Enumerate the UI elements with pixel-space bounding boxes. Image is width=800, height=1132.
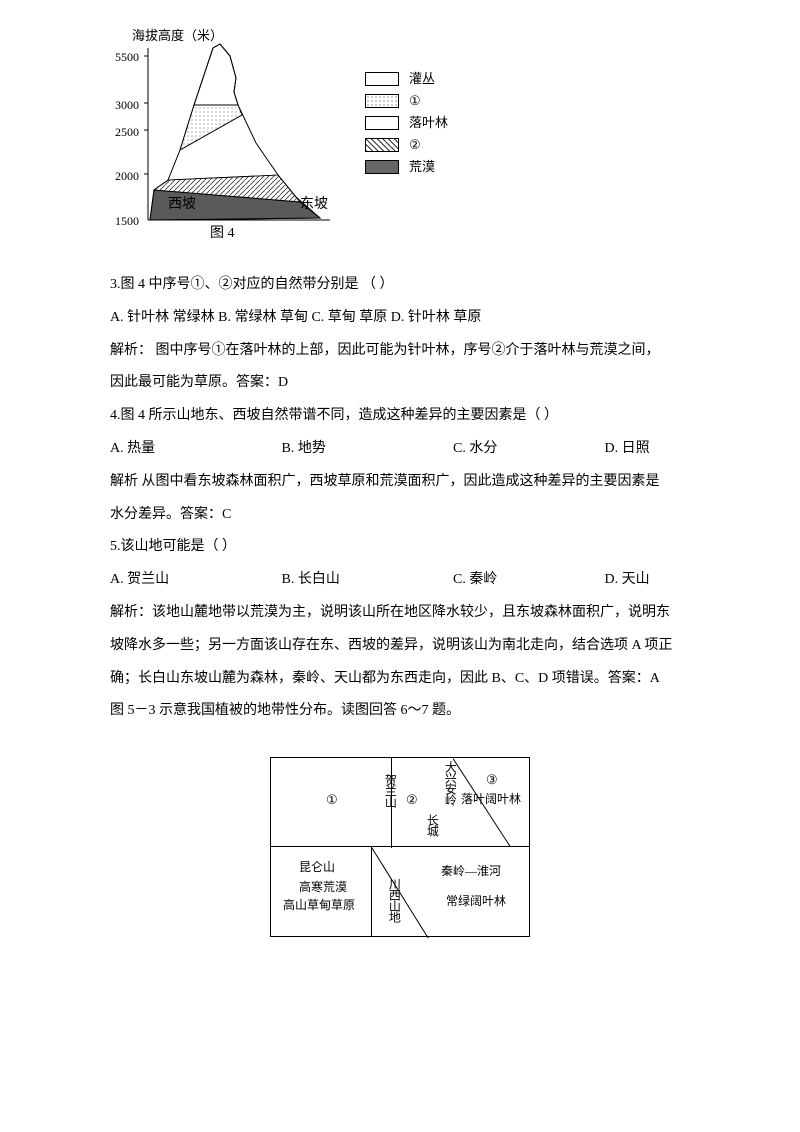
q5-text: 5.该山地可能是（ ） [110, 532, 700, 563]
q3-analysis-1: 解析： 图中序号①在落叶林的上部，因此可能为针叶林，序号②介于落叶林与荒漠之间， [110, 336, 700, 367]
fig5-changlv: 常绿阔叶林 [446, 888, 506, 914]
legend-item: ② [365, 136, 448, 154]
q4-opt-b: B. 地势 [282, 434, 422, 465]
legend-item: 落叶林 [365, 114, 448, 132]
q5-analysis-3: 确；长白山东坡山麓为森林，秦岭、天山都为东西走向，因此 B、C、D 项错误。答案… [110, 664, 700, 695]
q5-opt-b: B. 长白山 [282, 565, 422, 596]
fig5-chuanxi: 川西山地 [381, 878, 407, 922]
q5-opt-d: D. 天山 [605, 565, 650, 596]
q4-opt-d: D. 日照 [605, 434, 650, 465]
svg-text:2000: 2000 [115, 169, 139, 183]
q3-text: 3.图 4 中序号①、②对应的自然带分别是 （ ） [110, 270, 700, 301]
q5-options: A. 贺兰山 B. 长白山 C. 秦岭 D. 天山 [110, 565, 700, 596]
figure-5-3: ① 贺兰山 ② 大兴安岭 ③ 落叶阔叶林 长城 昆仑山 高寒荒漠 高山草甸草原 … [270, 757, 530, 937]
q5-opt-c: C. 秦岭 [453, 565, 573, 596]
svg-text:5500: 5500 [115, 50, 139, 64]
legend-item: 灌丛 [365, 70, 448, 88]
fig5-gaoshan: 高山草甸草原 [283, 892, 355, 918]
svg-text:2500: 2500 [115, 125, 139, 139]
svg-text:3000: 3000 [115, 98, 139, 112]
fig5-helan: 贺兰山 [377, 774, 403, 807]
legend-label: 荒漠 [409, 153, 435, 182]
q3-analysis-2: 因此最可能为草原。答案：D [110, 368, 700, 399]
fig5-changcheng: 长城 [419, 814, 445, 836]
figure4-legend: 灌丛 ① 落叶林 ② 荒漠 [365, 70, 448, 180]
q4-options: A. 热量 B. 地势 C. 水分 D. 日照 [110, 434, 700, 465]
intro-figure5: 图 5－3 示意我国植被的地带性分布。读图回答 6～7 题。 [110, 696, 700, 727]
q4-opt-c: C. 水分 [453, 434, 573, 465]
figure4-caption: 图 4 [210, 219, 235, 250]
q5-analysis-2: 坡降水多一些；另一方面该山存在东、西坡的差异，说明该山为南北走向，结合选项 A … [110, 631, 700, 662]
q4-opt-a: A. 热量 [110, 434, 250, 465]
fig5-qinling: 秦岭—淮河 [441, 858, 501, 884]
fig5-label-2: ② [406, 786, 418, 815]
q5-analysis-1: 解析：该地山麓地带以荒漠为主，说明该山所在地区降水较少，且东坡森林面积广，说明东 [110, 598, 700, 629]
legend-item: 荒漠 [365, 158, 448, 176]
q5-opt-a: A. 贺兰山 [110, 565, 250, 596]
west-slope-label: 西坡 [168, 190, 196, 221]
q3-options: A. 针叶林 常绿林 B. 常绿林 草甸 C. 草甸 草原 D. 针叶林 草原 [110, 303, 700, 334]
q4-text: 4.图 4 所示山地东、西坡自然带谱不同，造成这种差异的主要因素是（ ） [110, 401, 700, 432]
east-slope-label: 东坡 [300, 190, 328, 221]
q4-analysis-2: 水分差异。答案：C [110, 500, 700, 531]
fig5-luoye: 落叶阔叶林 [461, 786, 521, 812]
fig5-daxinganling: 大兴安岭 [437, 761, 463, 805]
q4-analysis-1: 解析 从图中看东坡森林面积广，西坡草原和荒漠面积广，因此造成这种差异的主要因素是 [110, 467, 700, 498]
legend-item: ① [365, 92, 448, 110]
fig5-label-1: ① [326, 786, 338, 815]
svg-text:1500: 1500 [115, 214, 139, 228]
figure-4: 海拔高度（米） 5500 3000 2500 2000 1500 西坡 东坡 灌… [110, 20, 450, 250]
